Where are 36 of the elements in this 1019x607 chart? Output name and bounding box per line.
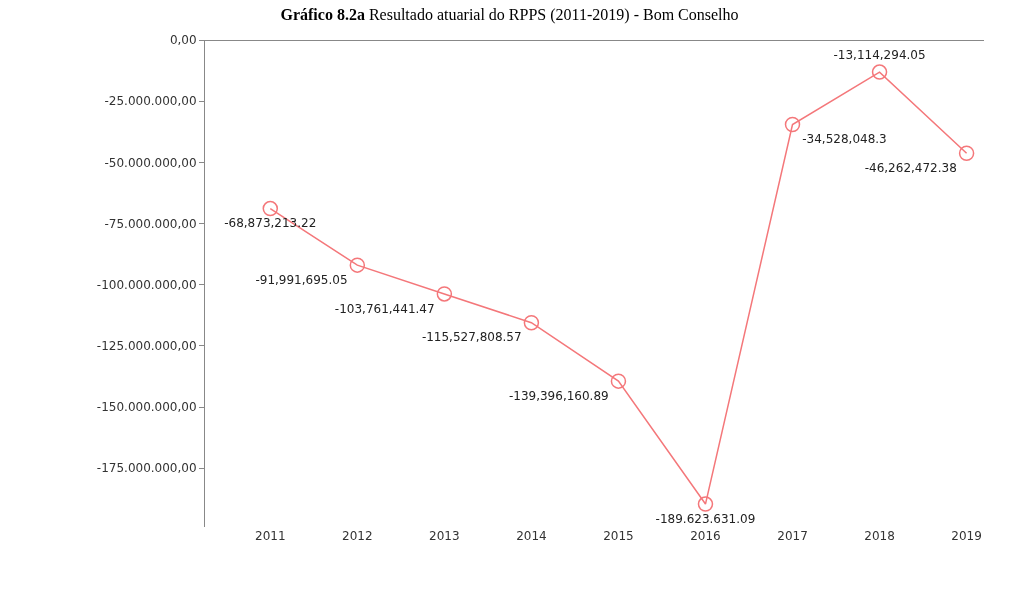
chart-subtitle: Resultado atuarial do RPPS (2011-2019) - Bom Conselho [368,6,739,24]
point [958,145,975,161]
x-tick-label: 2014 [516,529,547,543]
data-label: -91,991,695.05 [255,272,348,287]
data-label: -115,527,808.57 [421,330,522,345]
point [262,200,279,217]
y-tick-label: -125.000.000,00 [96,339,197,354]
data-label: -34,528,048.3 [802,132,887,147]
x-tick-label: 2012 [342,529,373,543]
y-tick-label: -150.000.000,00 [96,400,197,415]
point [349,257,366,273]
y-tick-label: -100.000.000,00 [96,277,197,292]
data-label: -103,761,441.47 [334,301,435,316]
point [436,286,453,302]
point [784,116,801,133]
data-label: -139,396,160.89 [508,388,609,403]
chart-title: Gráfico 8.2a [280,6,365,24]
y-tick-label: -50.000.000,00 [104,155,197,170]
point [697,496,714,512]
x-tick-label: 2018 [864,529,895,543]
data-label: -46,262,472.38 [864,160,957,175]
y-tick-label: 0,00 [169,33,197,48]
point [871,64,888,80]
x-tick-label: 2013 [429,529,460,543]
y-tick-label: -25.000.000,00 [104,94,197,109]
data-label: -189.623.631.09 [655,511,756,526]
x-tick-label: 2017 [777,529,808,543]
x-tick-label: 2016 [690,529,721,543]
x-tick-label: 2015 [603,529,634,543]
x-tick-label: 2019 [951,529,982,543]
y-tick-label: -75.000.000,00 [104,216,197,231]
point [610,373,627,389]
x-tick-label: 2011 [255,529,286,543]
point [523,314,540,331]
data-label: -13,114,294.05 [833,48,926,63]
y-tick-label: -175.000.000,00 [96,461,197,476]
